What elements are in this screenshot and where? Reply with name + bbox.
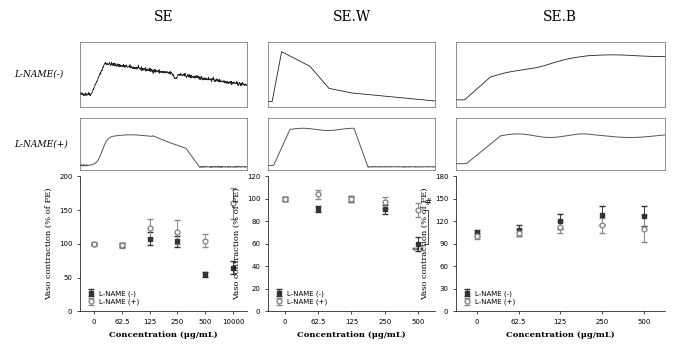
Text: SE.B: SE.B <box>544 10 577 24</box>
Text: #: # <box>425 198 432 207</box>
Y-axis label: Vaso contraction (% of PE): Vaso contraction (% of PE) <box>421 188 429 300</box>
X-axis label: Concentration (μg/mL): Concentration (μg/mL) <box>297 330 406 339</box>
Y-axis label: Vaso contraction (% of PE): Vaso contraction (% of PE) <box>45 188 54 300</box>
Text: SE: SE <box>154 10 173 24</box>
Legend: L-NAME (-), L-NAME (+): L-NAME (-), L-NAME (+) <box>84 287 143 308</box>
Text: L-NAME(+): L-NAME(+) <box>14 139 68 148</box>
Legend: L-NAME (-), L-NAME (+): L-NAME (-), L-NAME (+) <box>459 287 519 308</box>
Text: L-NAME(-): L-NAME(-) <box>14 70 63 79</box>
Text: ***: *** <box>412 247 425 256</box>
Text: SE.W: SE.W <box>333 10 370 24</box>
Y-axis label: Vaso contraction (% of PE): Vaso contraction (% of PE) <box>233 188 242 300</box>
X-axis label: Concentration (μg/mL): Concentration (μg/mL) <box>506 330 615 339</box>
Legend: L-NAME (-), L-NAME (+): L-NAME (-), L-NAME (+) <box>271 287 331 308</box>
X-axis label: Concentration (μg/mL): Concentration (μg/mL) <box>109 330 218 339</box>
